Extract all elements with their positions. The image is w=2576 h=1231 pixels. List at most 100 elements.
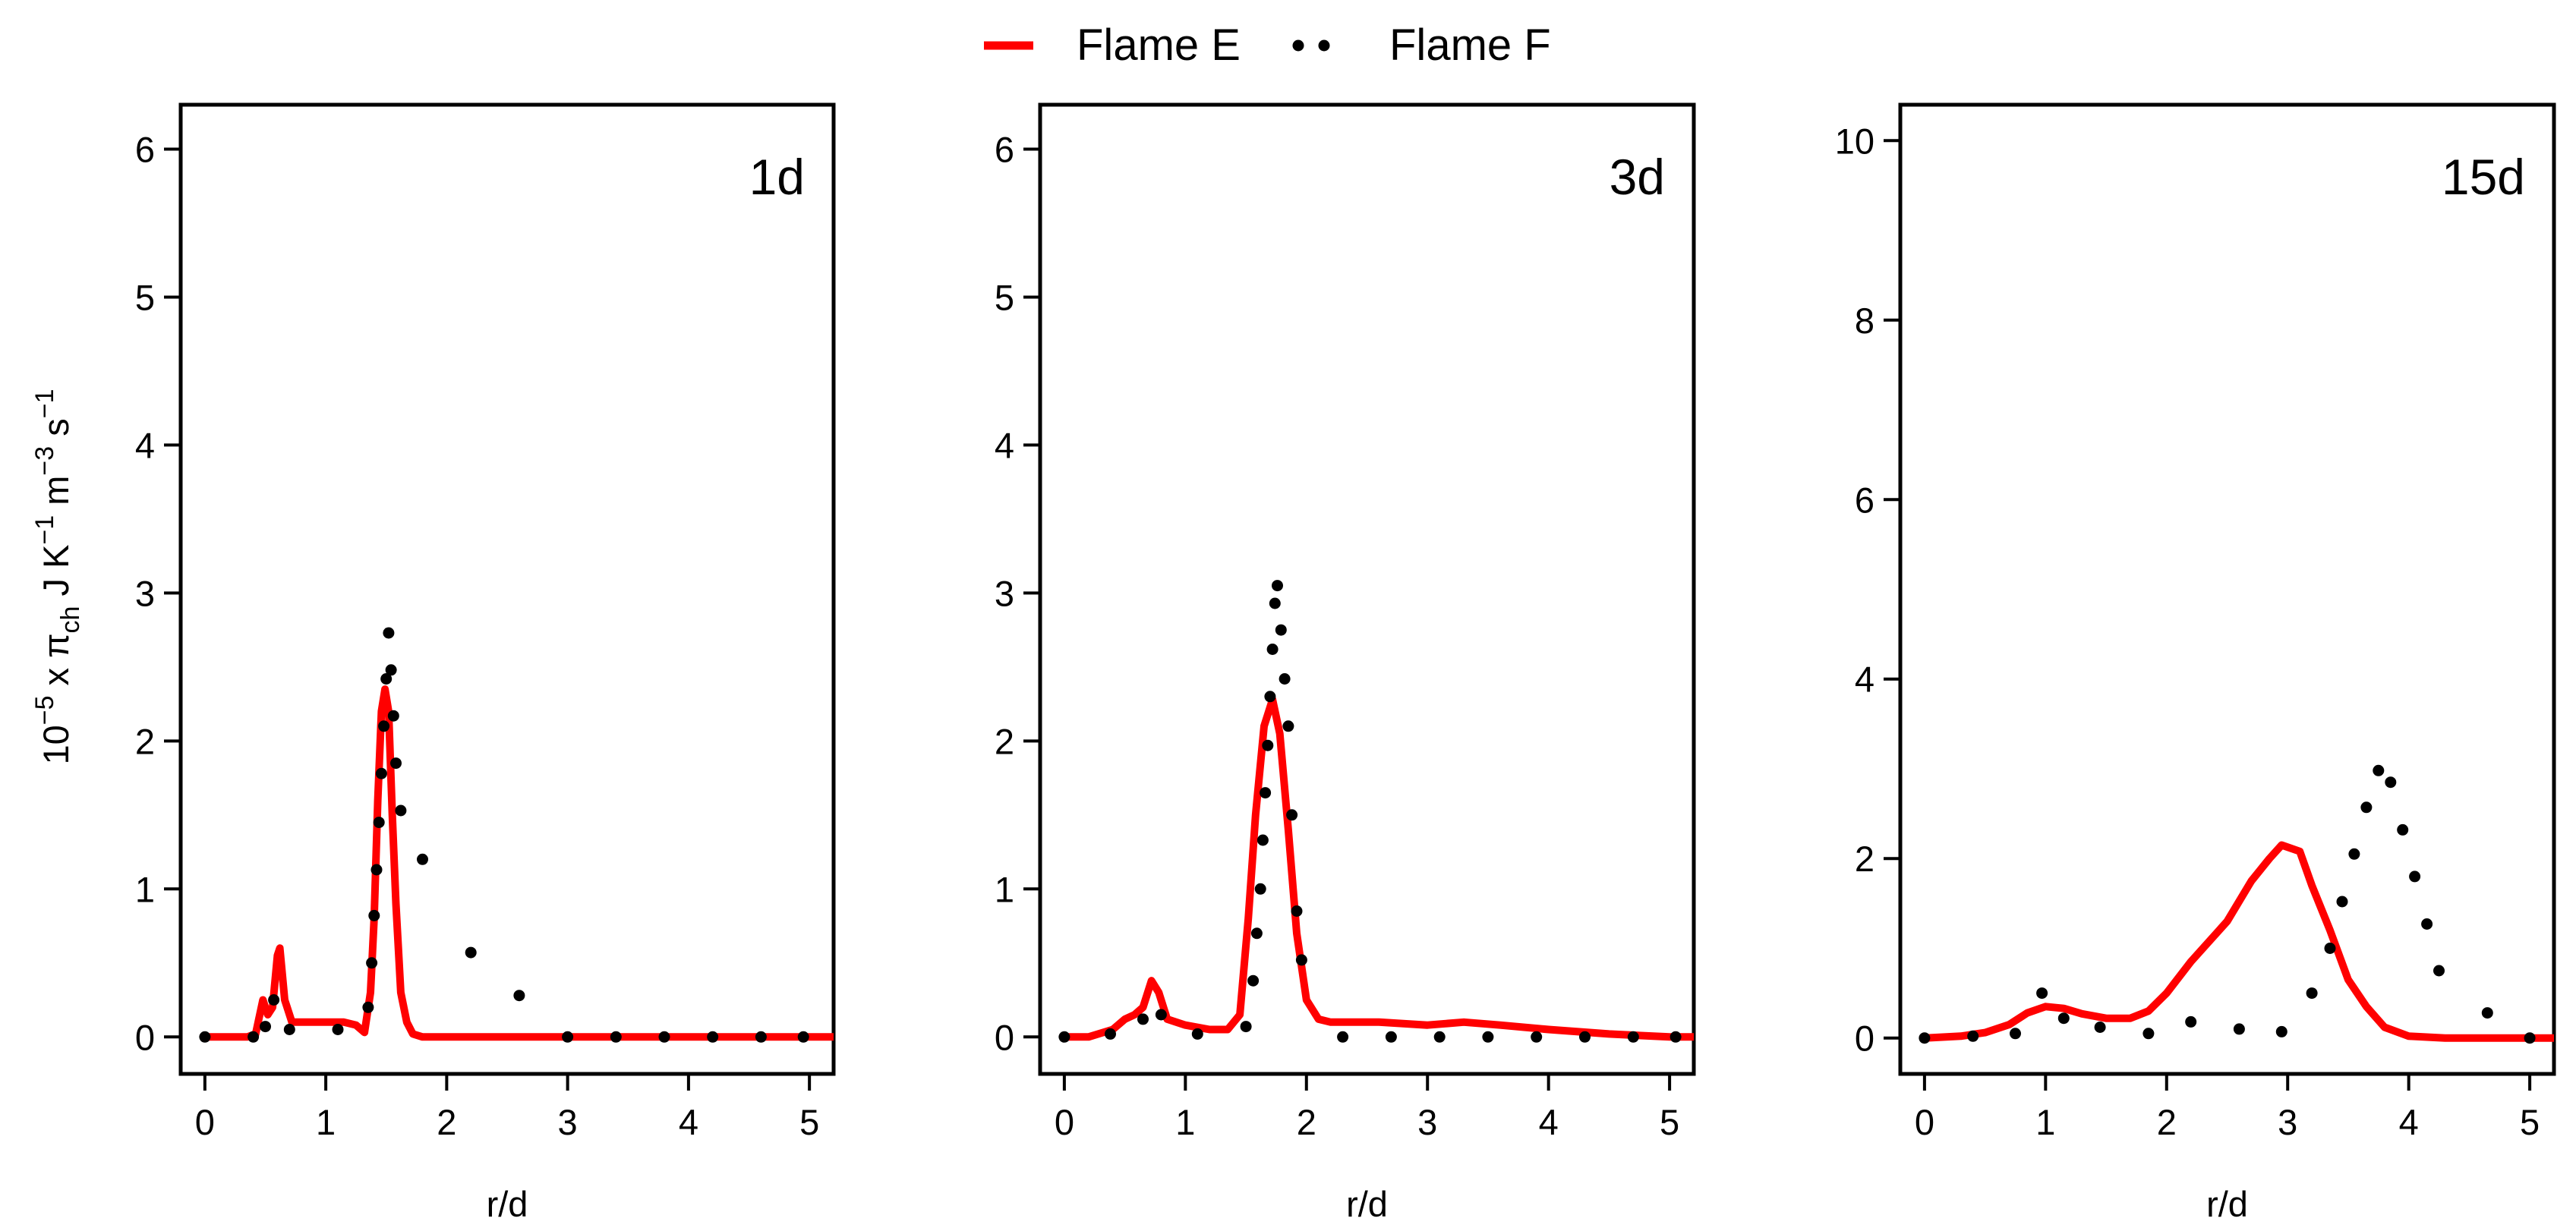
data-point-flame-f <box>383 627 395 639</box>
data-point-flame-f <box>797 1031 809 1043</box>
panel-15d: 0 1 2 3 4 5 0 2 4 6 8 10 r/d 15d <box>1835 102 2556 1224</box>
x-tick-label: 5 <box>799 1102 819 1142</box>
data-point-flame-f <box>513 990 525 1002</box>
data-point-flame-f <box>362 1001 374 1013</box>
y-tick-label: 6 <box>1855 480 1874 520</box>
data-point-flame-f <box>1385 1031 1397 1043</box>
data-point-flame-f <box>1250 927 1263 940</box>
data-point-flame-f <box>1266 644 1279 655</box>
data-point-flame-f <box>1240 1021 1252 1033</box>
x-tick-label: 0 <box>1055 1102 1074 1142</box>
legend: Flame E Flame F <box>984 20 1551 70</box>
plot-frame <box>1898 102 2556 1076</box>
data-point-flame-f <box>283 1024 295 1035</box>
data-point-flame-f <box>1269 597 1281 609</box>
x-tick-label: 4 <box>2399 1102 2419 1142</box>
data-point-flame-f <box>1256 834 1269 846</box>
data-point-flame-f <box>707 1031 719 1043</box>
data-point-flame-f <box>755 1031 767 1043</box>
y-tick-label: 2 <box>995 721 1014 761</box>
y-tick-label: 3 <box>995 573 1014 613</box>
data-point-flame-f <box>1670 1031 1682 1043</box>
data-point-flame-f <box>1295 954 1307 966</box>
data-point-flame-f <box>1279 673 1291 685</box>
panel-1d: 0 1 2 3 4 5 0 1 2 3 4 5 6 r/d 1d <box>135 102 836 1224</box>
y-tick-label: 5 <box>995 277 1014 317</box>
data-point-flame-f <box>385 664 397 676</box>
legend-label-flame-e: Flame E <box>1077 20 1241 70</box>
y-tick-label: 8 <box>1855 301 1874 341</box>
data-point-flame-f <box>1264 691 1276 703</box>
data-point-flame-f <box>248 1031 260 1043</box>
data-point-flame-f <box>373 817 385 829</box>
y-tick-label: 10 <box>1835 121 1874 161</box>
plot-frame <box>1038 102 1696 1076</box>
y-tick-label: 6 <box>995 129 1014 169</box>
data-point-flame-f <box>1058 1031 1070 1043</box>
x-axis-label: r/d <box>487 1184 528 1224</box>
data-point-flame-f <box>2306 987 2318 1000</box>
data-point-flame-f <box>370 864 383 876</box>
x-tick-label: 4 <box>679 1102 698 1142</box>
data-point-flame-f <box>2185 1015 2197 1028</box>
x-tick-label: 5 <box>1660 1102 1679 1142</box>
data-point-flame-f <box>2275 1025 2288 1037</box>
panel-label: 1d <box>749 149 805 205</box>
data-point-flame-f <box>658 1031 670 1043</box>
data-point-flame-f <box>1579 1031 1591 1043</box>
data-point-flame-f <box>332 1024 344 1035</box>
data-point-flame-f <box>375 767 387 779</box>
data-point-flame-f <box>2010 1028 2021 1040</box>
data-point-flame-f <box>2421 918 2433 930</box>
data-point-flame-f <box>2360 801 2373 814</box>
data-point-flame-f <box>2142 1028 2155 1040</box>
data-point-flame-f <box>2433 965 2445 977</box>
x-tick-label: 5 <box>2520 1102 2540 1142</box>
data-point-flame-f <box>390 757 402 770</box>
data-point-flame-f <box>1262 739 1274 751</box>
data-point-flame-f <box>465 946 477 959</box>
y-tick-label: 0 <box>1855 1018 1874 1059</box>
data-point-flame-f <box>1247 974 1260 987</box>
data-point-flame-f <box>199 1031 211 1043</box>
panel-label: 3d <box>1610 149 1665 205</box>
y-tick-label: 2 <box>1855 839 1874 879</box>
legend-label-flame-f: Flame F <box>1389 20 1551 70</box>
x-tick-label: 3 <box>558 1102 578 1142</box>
x-tick-label: 0 <box>195 1102 215 1142</box>
data-point-flame-f <box>1155 1009 1167 1021</box>
y-tick-label: 6 <box>135 129 155 169</box>
y-tick-label: 3 <box>135 573 155 613</box>
data-point-flame-f <box>1254 883 1266 895</box>
panel-label: 15d <box>2442 149 2525 205</box>
data-point-flame-f <box>2348 848 2360 860</box>
data-point-flame-f <box>2036 987 2048 1000</box>
data-point-flame-f <box>378 720 390 732</box>
y-axis-label: 10−5 x πch J K−1 m−3 s−1 <box>30 389 85 764</box>
data-point-flame-f <box>2373 764 2385 776</box>
data-point-flame-f <box>1137 1013 1149 1025</box>
plot-frame <box>178 102 836 1076</box>
y-tick-label: 4 <box>135 425 155 465</box>
data-point-flame-f <box>2481 1007 2493 1019</box>
data-point-flame-f <box>1272 580 1283 592</box>
data-point-flame-f <box>1286 809 1298 821</box>
y-tick-label: 5 <box>135 277 155 317</box>
x-tick-label: 2 <box>437 1102 456 1142</box>
series-line-flame-e <box>1920 841 2554 1042</box>
data-point-flame-f <box>2385 776 2397 789</box>
y-tick-label: 4 <box>1855 660 1874 700</box>
data-point-flame-f <box>1105 1028 1116 1040</box>
data-point-flame-f <box>2324 943 2336 954</box>
data-point-flame-f <box>2057 1012 2070 1025</box>
legend-swatch-flame-f <box>1292 39 1330 52</box>
data-point-flame-f <box>1291 905 1303 917</box>
data-point-flame-f <box>368 909 380 921</box>
data-point-flame-f <box>1531 1031 1543 1043</box>
data-point-flame-f <box>1967 1030 1979 1042</box>
data-point-flame-f <box>1627 1031 1639 1043</box>
data-point-flame-f <box>417 853 428 865</box>
data-point-flame-f <box>260 1021 271 1033</box>
x-axis-label: r/d <box>1346 1184 1388 1224</box>
